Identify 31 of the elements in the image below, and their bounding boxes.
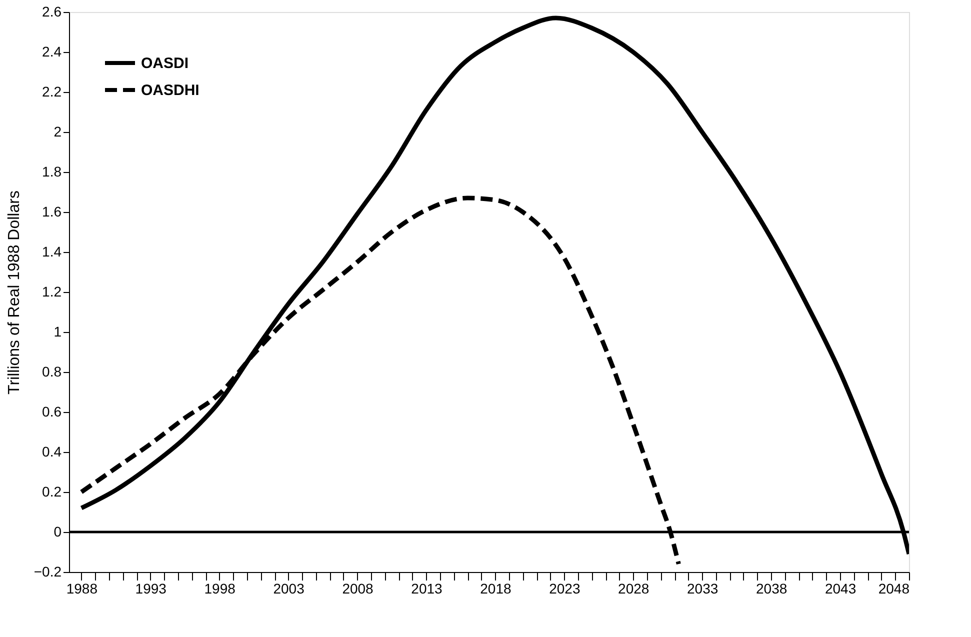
x-tick-label: 2043 — [824, 580, 856, 596]
y-tick-label: 0.8 — [42, 364, 62, 380]
x-tick-label: 2038 — [756, 580, 788, 596]
y-tick-label: 2 — [54, 124, 62, 140]
y-tick-label: 1.2 — [42, 284, 62, 300]
y-tick-label: 1.4 — [42, 244, 62, 260]
x-tick-label: 2018 — [480, 580, 512, 596]
y-tick-label: 1 — [54, 324, 62, 340]
x-tick-label: 2023 — [549, 580, 580, 596]
legend-label: OASDHI — [141, 82, 200, 99]
y-tick-label: 0.2 — [42, 484, 62, 500]
y-tick-label: 1.8 — [42, 164, 62, 180]
y-tick-label: 0.4 — [42, 444, 62, 460]
x-tick-label: 2033 — [687, 580, 718, 596]
x-tick-label: 2008 — [342, 580, 374, 596]
x-tick-label: 1993 — [135, 580, 167, 596]
x-tick-label: 1988 — [66, 580, 98, 596]
y-tick-label: 1.6 — [42, 204, 62, 220]
x-tick-label: 2048 — [878, 580, 910, 596]
legend-label: OASDI — [141, 55, 189, 72]
y-tick-label: 2.4 — [42, 44, 62, 60]
y-tick-label: 0 — [54, 524, 62, 540]
y-axis-title: Trillions of Real 1988 Dollars — [6, 190, 23, 394]
x-tick-label: 1998 — [204, 580, 236, 596]
y-tick-label: 2.2 — [42, 84, 62, 100]
y-tick-label: 2.6 — [42, 4, 62, 20]
y-tick-label: 0.6 — [42, 404, 62, 420]
x-tick-label: 2003 — [273, 580, 305, 596]
x-tick-label: 2028 — [618, 580, 650, 596]
y-tick-label: −0.2 — [34, 564, 62, 580]
x-tick-label: 2013 — [411, 580, 443, 596]
